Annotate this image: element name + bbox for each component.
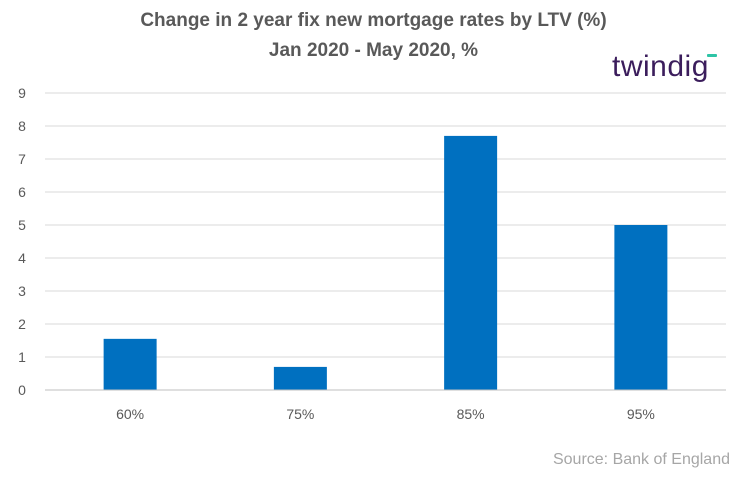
logo-text: twindig — [612, 50, 709, 83]
logo-accent-mark — [707, 54, 717, 57]
y-tick-label: 5 — [18, 217, 26, 233]
bar — [444, 135, 498, 390]
x-tick-label: 85% — [457, 406, 485, 422]
y-tick-label: 6 — [18, 184, 26, 200]
y-tick-label: 2 — [18, 316, 26, 332]
chart-title: Change in 2 year fix new mortgage rates … — [140, 10, 607, 31]
x-tick-label: 60% — [116, 406, 144, 422]
x-tick-label: 95% — [627, 406, 655, 422]
source-note: Source: Bank of England — [552, 451, 730, 468]
bar — [273, 366, 327, 390]
chart-subtitle: Jan 2020 - May 2020, % — [268, 40, 479, 61]
y-tick-label: 1 — [18, 349, 26, 365]
y-tick-label: 4 — [18, 250, 26, 266]
y-tick-label: 9 — [18, 85, 26, 101]
y-tick-label: 8 — [18, 118, 26, 134]
y-tick-label: 3 — [18, 283, 26, 299]
twindig-logo: twindig — [612, 50, 717, 84]
bar — [103, 338, 157, 390]
y-tick-label: 7 — [18, 151, 26, 167]
bar — [614, 225, 668, 390]
x-tick-label: 75% — [286, 406, 314, 422]
y-tick-label: 0 — [18, 382, 26, 398]
